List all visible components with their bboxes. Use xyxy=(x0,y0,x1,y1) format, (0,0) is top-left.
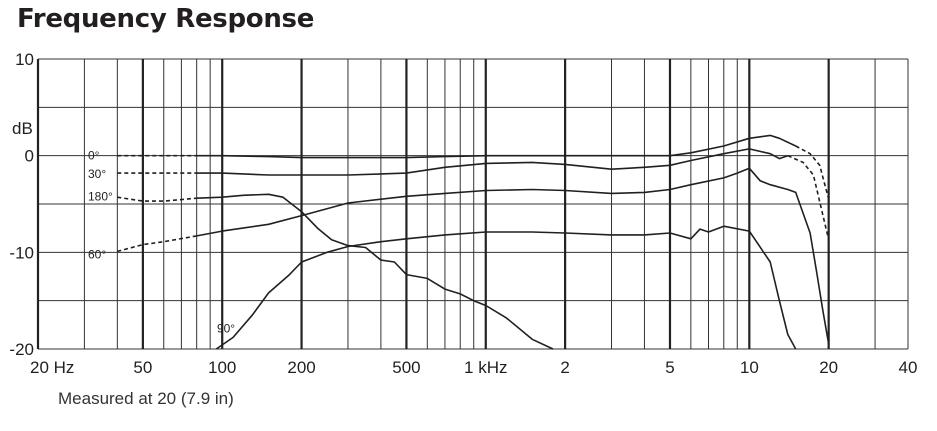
y-tick-label: 0 xyxy=(25,147,34,166)
series-line-dashed xyxy=(117,196,197,202)
y-axis-label: dB xyxy=(12,119,33,138)
series-30deg: 30° xyxy=(88,148,830,240)
x-axis: 20 Hz 50 100 200 500 1 kHz 2 5 10 20 40 xyxy=(30,358,917,377)
x-tick-label: 1 kHz xyxy=(464,358,507,377)
series-label: 180° xyxy=(88,189,113,203)
series-label: 0° xyxy=(88,149,100,163)
y-tick-label: -20 xyxy=(9,340,34,359)
x-tick-label: 5 xyxy=(665,358,674,377)
x-tick-label: 10 xyxy=(740,358,759,377)
series-line xyxy=(196,134,797,159)
x-tick-label: 20 xyxy=(819,358,838,377)
series-line-dashed-end xyxy=(787,154,830,240)
x-tick-label: 50 xyxy=(133,358,152,377)
y-tick-label: 10 xyxy=(15,50,34,69)
series-line xyxy=(215,225,797,350)
series-180deg: 180° xyxy=(88,189,554,350)
x-tick-label: 2 xyxy=(560,358,569,377)
series-line xyxy=(196,193,554,350)
series-label: 30° xyxy=(88,167,106,181)
x-tick-label: 40 xyxy=(899,358,918,377)
series-line-dashed-end xyxy=(795,145,830,200)
series-60deg: 60° xyxy=(88,167,830,345)
series-label: 90° xyxy=(217,322,235,336)
series-label: 60° xyxy=(88,247,106,261)
x-tick-label: 20 Hz xyxy=(30,358,74,377)
chart-title: Frequency Response xyxy=(17,4,315,34)
x-tick-label: 100 xyxy=(208,358,236,377)
y-tick-label: -10 xyxy=(9,243,34,262)
measurement-note: Measured at 20 (7.9 in) xyxy=(58,389,234,408)
series-group: 0° 30° 180° 60° 90° xyxy=(88,134,830,350)
x-tick-label: 500 xyxy=(392,358,420,377)
series-90deg: 90° xyxy=(215,225,797,350)
series-line-dashed xyxy=(117,235,197,253)
chart-grid xyxy=(36,58,909,350)
series-0deg: 0° xyxy=(88,134,830,200)
series-line xyxy=(196,148,789,176)
x-tick-label: 200 xyxy=(287,358,315,377)
series-line xyxy=(196,167,830,345)
y-axis: dB 10 0 -10 -20 xyxy=(9,50,34,359)
